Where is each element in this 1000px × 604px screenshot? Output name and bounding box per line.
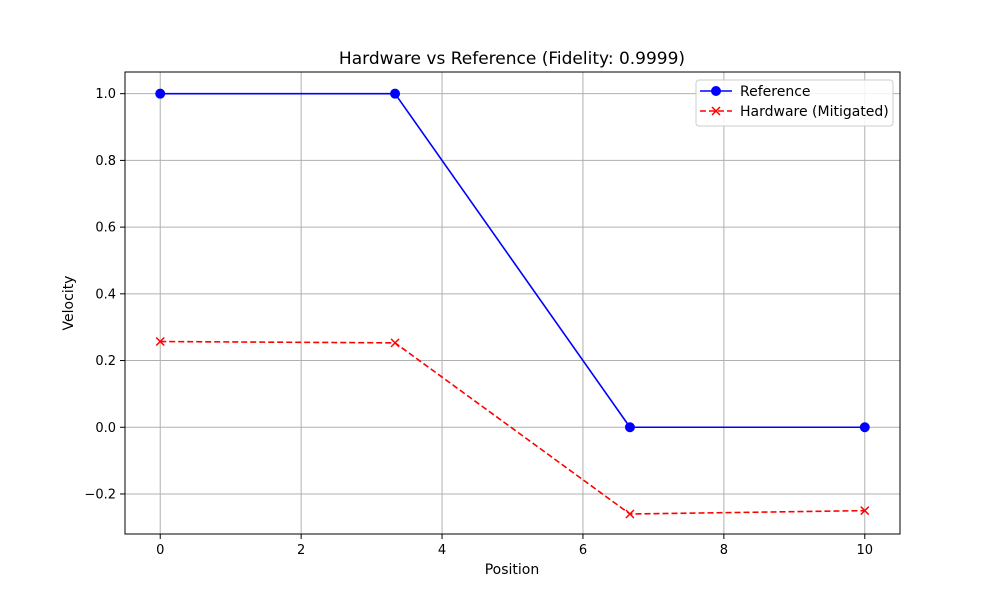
data-point-reference: [155, 88, 166, 99]
x-tick-label: 8: [720, 543, 728, 558]
y-tick-label: 0.8: [95, 154, 116, 169]
series-line-reference: [160, 92, 865, 429]
data-point-hardware-mitigated: [155, 336, 165, 347]
x-tick-label: 10: [856, 543, 873, 558]
x-tick-label: 6: [579, 543, 587, 558]
data-point-reference: [859, 422, 870, 433]
y-tick-label: 1.0: [95, 87, 116, 102]
data-point-reference: [390, 88, 401, 99]
x-tick-label: 0: [156, 543, 164, 558]
legend-marker-hardware-mitigated: [711, 106, 721, 116]
y-tick-label: 0.6: [95, 221, 116, 236]
chart-title: Hardware vs Reference (Fidelity: 0.9999): [339, 49, 685, 69]
y-axis-label: Velocity: [61, 276, 77, 331]
legend: Reference Hardware (Mitigated): [695, 79, 894, 127]
y-tick-label: 0.2: [95, 354, 116, 369]
legend-label-reference: Reference: [740, 84, 811, 100]
data-point-reference: [624, 422, 635, 433]
data-point-hardware-mitigated: [390, 338, 400, 348]
x-axis-label: Position: [485, 562, 540, 578]
x-tick-label: 4: [438, 543, 446, 558]
legend-label-hardware: Hardware (Mitigated): [740, 104, 889, 120]
series-line-hardware-mitigated: [160, 340, 865, 515]
y-tick-label: 0.0: [95, 421, 116, 436]
y-tick-label: 0.4: [95, 287, 116, 302]
data-point-hardware-mitigated: [625, 509, 635, 519]
data-point-hardware-mitigated: [860, 506, 870, 516]
legend-marker-reference: [711, 86, 721, 96]
grid: [125, 72, 900, 534]
y-tick-label: −0.2: [84, 487, 116, 502]
series-layer: [155, 88, 870, 519]
plot-frame: [124, 71, 901, 535]
axis-ticks: 0 2 4 6 8 10 −0.2 0.0 0.2 0.4 0.6 0.8 1.0: [84, 87, 873, 558]
legend-box: [695, 79, 894, 127]
x-tick-label: 2: [297, 543, 305, 558]
